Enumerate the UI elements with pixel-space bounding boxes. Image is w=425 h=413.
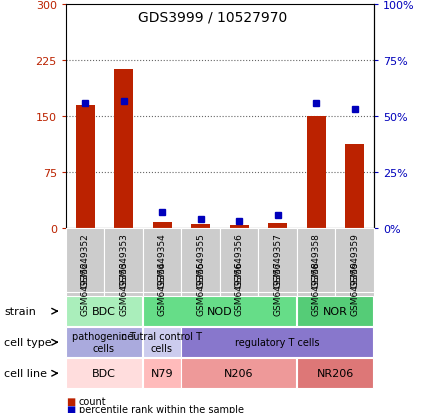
Bar	[230, 225, 249, 228]
Text: GSM649352: GSM649352	[81, 233, 90, 288]
Text: cell type: cell type	[4, 337, 52, 347]
Text: GSM649353: GSM649353	[119, 233, 128, 288]
Text: NR206: NR206	[317, 368, 354, 378]
Text: GSM649356: GSM649356	[235, 233, 244, 288]
Text: N206: N206	[224, 368, 254, 378]
Text: count: count	[79, 396, 106, 406]
Text: GSM649355: GSM649355	[196, 261, 205, 316]
Text: GSM649353: GSM649353	[119, 261, 128, 316]
Bar	[306, 117, 326, 228]
Bar	[191, 225, 210, 228]
Text: percentile rank within the sample: percentile rank within the sample	[79, 404, 244, 413]
Text: GSM649359: GSM649359	[350, 233, 359, 288]
Text: NOD: NOD	[207, 306, 232, 316]
Text: pathogenic T
cells: pathogenic T cells	[72, 332, 136, 353]
Text: GDS3999 / 10527970: GDS3999 / 10527970	[138, 10, 287, 24]
Text: GSM649355: GSM649355	[196, 233, 205, 288]
Text: GSM649354: GSM649354	[158, 261, 167, 316]
Text: GSM649358: GSM649358	[312, 261, 321, 316]
Text: BDC: BDC	[92, 368, 116, 378]
Text: regulatory T cells: regulatory T cells	[235, 337, 320, 347]
Bar	[345, 145, 364, 228]
Text: GSM649356: GSM649356	[235, 261, 244, 316]
Bar	[268, 224, 287, 228]
Text: ■: ■	[66, 396, 75, 406]
Text: GSM649352: GSM649352	[81, 261, 90, 316]
Text: strain: strain	[4, 306, 36, 316]
Bar	[153, 223, 172, 228]
Bar	[114, 70, 133, 228]
Text: NOR: NOR	[323, 306, 348, 316]
Text: GSM649357: GSM649357	[273, 233, 282, 288]
Text: N79: N79	[150, 368, 173, 378]
Text: neutral control T
cells: neutral control T cells	[121, 332, 202, 353]
Text: GSM649357: GSM649357	[273, 261, 282, 316]
Bar	[76, 106, 95, 228]
Text: GSM649358: GSM649358	[312, 233, 321, 288]
Text: cell line: cell line	[4, 368, 47, 378]
Text: GSM649354: GSM649354	[158, 233, 167, 288]
Text: GSM649359: GSM649359	[350, 261, 359, 316]
Text: BDC: BDC	[92, 306, 116, 316]
Text: ■: ■	[66, 404, 75, 413]
